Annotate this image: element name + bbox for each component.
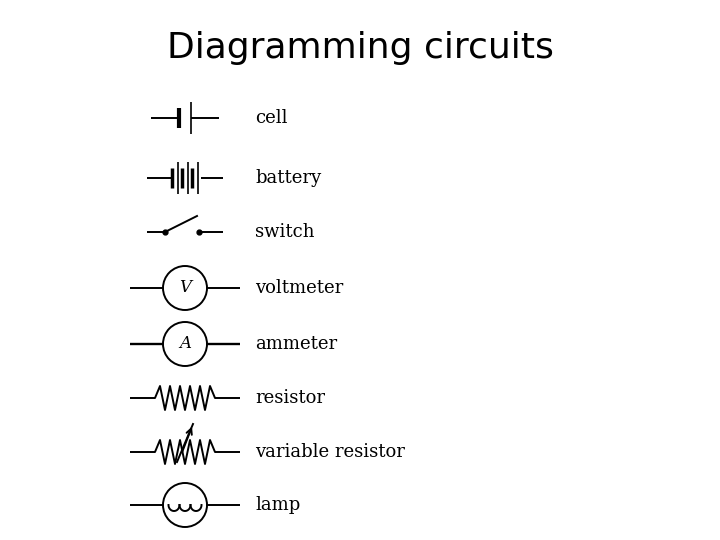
Text: variable resistor: variable resistor	[255, 443, 405, 461]
Text: V: V	[179, 280, 191, 296]
Text: voltmeter: voltmeter	[255, 279, 343, 297]
Text: resistor: resistor	[255, 389, 325, 407]
Text: Diagramming circuits: Diagramming circuits	[166, 31, 554, 65]
Text: A: A	[179, 335, 191, 353]
Text: switch: switch	[255, 223, 315, 241]
Text: ammeter: ammeter	[255, 335, 337, 353]
Text: battery: battery	[255, 169, 321, 187]
Text: lamp: lamp	[255, 496, 300, 514]
Text: cell: cell	[255, 109, 287, 127]
